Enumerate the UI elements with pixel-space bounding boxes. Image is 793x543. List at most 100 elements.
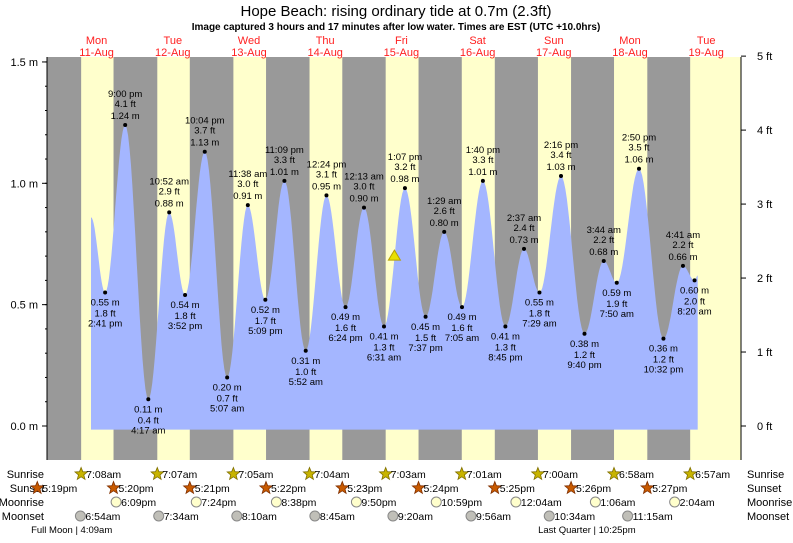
high-tide-ft: 2.4 ft [513, 223, 534, 234]
moonset-time: 7:34am [164, 511, 199, 523]
low-tide-point [225, 375, 230, 380]
low-tide-ft: 1.7 ft [255, 316, 276, 327]
high-tide-ft: 3.5 ft [628, 143, 649, 154]
low-tide-point [661, 336, 666, 341]
high-tide-point [522, 246, 527, 251]
moonset-icon [231, 510, 243, 522]
day-name: Thu [316, 35, 335, 47]
low-tide-time: 6:24 pm [328, 333, 362, 344]
sunset-icon [106, 480, 121, 495]
moonset-time: 11:15am [633, 511, 673, 523]
sunset-icon [258, 480, 274, 495]
low-tide-ft: 1.2 ft [574, 350, 595, 361]
low-tide-time: 7:50 am [600, 309, 634, 320]
high-tide-point [245, 203, 250, 208]
low-tide-time: 2:41 pm [88, 319, 122, 330]
moonrise-icon [270, 496, 282, 508]
day-date: 11-Aug [79, 47, 114, 59]
high-tide-ft: 3.3 ft [472, 155, 493, 166]
sunrise-icon [378, 466, 393, 481]
low-tide-m: 0.49 m [447, 312, 476, 323]
axes: 1.5 m 1.0 m 0.5 m 0.0 m 5 ft 4 ft 3 ft 2 ft 1 ft… [10, 51, 772, 460]
high-tide-ft: 3.1 ft [316, 169, 337, 180]
high-tide-m: 1.03 m [546, 162, 575, 173]
low-tide-time: 10:32 pm [644, 365, 684, 376]
sunrise-icon [150, 466, 165, 481]
sunset-time: 5:23pm [347, 483, 382, 495]
high-tide-m: 0.66 m [668, 252, 697, 263]
high-tide-ft: 3.7 ft [194, 126, 215, 137]
left-tick-label: 1.0 m [10, 178, 38, 190]
sunrise-time: 7:00am [543, 469, 578, 481]
low-tide-m: 0.55 m [91, 298, 120, 309]
sunset-time: 5:24pm [424, 483, 459, 495]
moonset-time: 10:34am [554, 511, 595, 523]
low-tide-point [343, 305, 348, 310]
low-tide-point [263, 297, 268, 302]
high-tide-m: 0.91 m [233, 191, 262, 202]
high-tide-time: 2:16 pm [544, 140, 578, 151]
day-date: 15-Aug [384, 47, 419, 59]
sunrise-row-label-left: Sunrise [7, 469, 44, 481]
high-tide-time: 1:40 pm [466, 145, 500, 156]
high-tide-ft: 2.2 ft [593, 235, 614, 246]
low-tide-point [303, 348, 308, 353]
sunrise-icon [73, 466, 89, 481]
high-tide-time: 9:00 pm [108, 89, 142, 100]
sunset-time: 5:21pm [195, 483, 230, 495]
moonrise-time: 7:24pm [201, 497, 236, 509]
low-tide-m: 0.38 m [570, 339, 599, 350]
high-tide-m: 1.01 m [468, 167, 497, 178]
sunrise-time: 6:58am [619, 469, 654, 481]
sunrise-time: 7:05am [238, 469, 273, 481]
low-tide-m: 0.59 m [602, 288, 631, 299]
low-tide-point [183, 292, 188, 297]
moonrise-icon [589, 496, 601, 508]
moonset-row-label-right: Moonset [747, 511, 789, 523]
low-tide-point [582, 331, 587, 336]
day-date: 14-Aug [307, 47, 342, 59]
low-tide-point [423, 314, 428, 319]
chart-title: Hope Beach: rising ordinary tide at 0.7m… [241, 3, 552, 20]
low-tide-m: 0.60 m [680, 285, 709, 296]
sunset-icon [487, 480, 503, 495]
sunset-icon [563, 480, 579, 495]
day-labels: Mon11-AugTue12-AugWed13-AugThu14-AugFri1… [79, 35, 724, 59]
high-tide-time: 11:09 pm [265, 145, 304, 156]
day-date: 13-Aug [231, 47, 266, 59]
low-tide-ft: 1.5 ft [415, 333, 436, 344]
low-tide-m: 0.36 m [649, 344, 678, 355]
high-tide-m: 1.24 m [111, 111, 140, 122]
moonset-time: 9:56am [476, 511, 511, 523]
sunset-time: 5:20pm [119, 483, 154, 495]
chart-subtitle: Image captured 3 hours and 17 minutes af… [192, 22, 601, 33]
day-name: Wed [238, 35, 260, 47]
moonset-icon [74, 510, 86, 522]
high-tide-m: 0.88 m [155, 198, 184, 209]
day-name: Fri [395, 35, 408, 47]
low-tide-m: 0.11 m [134, 404, 162, 415]
sunset-icon [640, 480, 655, 495]
sunset-time: 5:27pm [652, 483, 687, 495]
high-tide-time: 3:44 am [587, 225, 621, 236]
sunset-icon [182, 480, 198, 495]
sunrise-time: 7:01am [467, 469, 502, 481]
right-tick-label: 2 ft [757, 273, 772, 285]
sunset-time: 5:25pm [500, 483, 535, 495]
low-tide-point [459, 305, 464, 310]
moonset-time: 6:54am [85, 511, 120, 523]
high-tide-m: 1.06 m [624, 155, 653, 166]
moonrise-icon [430, 496, 442, 508]
moonrise-time: 9:50pm [361, 497, 396, 509]
low-tide-m: 0.41 m [369, 331, 398, 342]
sunset-time: 5:19pm [42, 483, 77, 495]
high-tide-m: 0.68 m [589, 247, 618, 258]
low-tide-m: 0.20 m [213, 382, 242, 393]
sunrise-time: 7:04am [315, 469, 350, 481]
day-name: Sat [469, 35, 486, 47]
low-tide-time: 8:45 pm [488, 352, 522, 363]
low-tide-ft: 1.9 ft [606, 299, 627, 310]
left-tick-label: 1.5 m [10, 57, 38, 69]
